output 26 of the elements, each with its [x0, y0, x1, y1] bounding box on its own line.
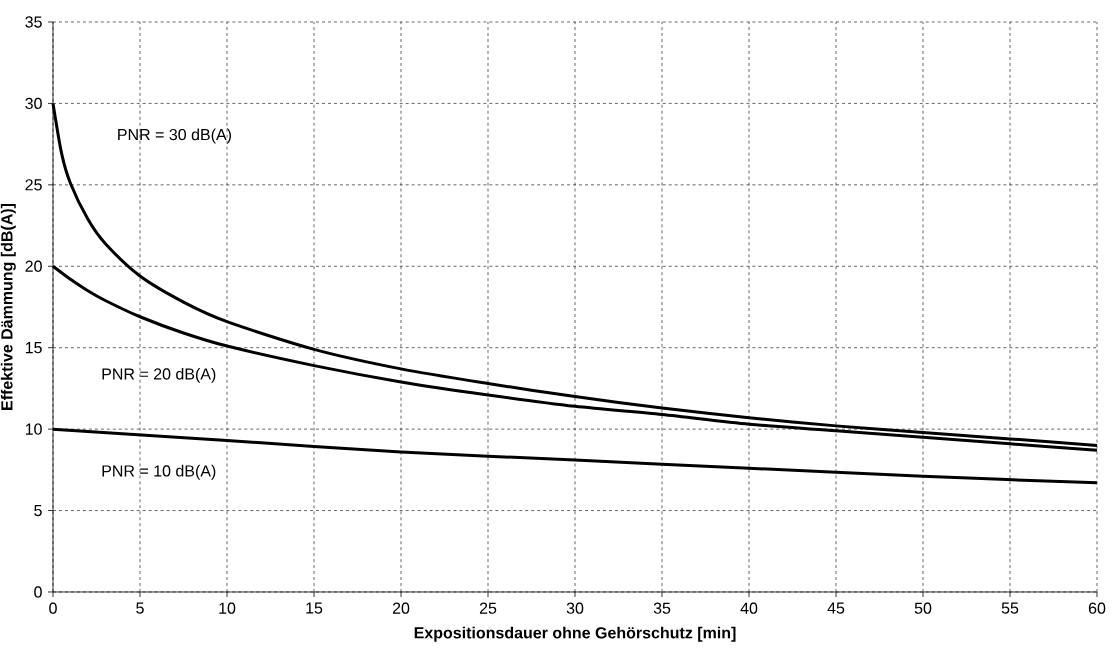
annotation: PNR = 20 dB(A) [102, 367, 216, 383]
annotation: PNR = 30 dB(A) [118, 128, 231, 144]
y-tick-label: 25 [25, 179, 42, 191]
x-tick-label: 55 [1001, 602, 1019, 614]
y-tick-label: 30 [25, 97, 42, 110]
x-tick-label: 50 [914, 602, 932, 614]
annotation: PNR = 10 dB(A) [102, 464, 216, 480]
y-tick-label: 0 [34, 586, 42, 598]
y-tick-label: 35 [25, 16, 42, 28]
x-tick-label: 35 [653, 602, 671, 614]
x-tick-label: 60 [1088, 602, 1106, 614]
x-tick-label: 5 [136, 602, 144, 614]
y-tick-label: 20 [25, 260, 42, 272]
y-tick-label: 10 [25, 423, 42, 435]
x-tick-label: 30 [566, 602, 584, 614]
x-tick-label: 0 [49, 602, 57, 614]
x-tick-label: 40 [740, 602, 758, 614]
x-tick-label: 15 [306, 602, 323, 614]
x-tick-label: 10 [219, 602, 236, 614]
x-tick-label: 25 [479, 602, 497, 614]
x-tick-label: 20 [392, 602, 410, 614]
y-tick-label: 15 [25, 342, 42, 354]
y-tick-label: 5 [34, 504, 42, 517]
x-tick-label: 45 [827, 602, 845, 614]
x-axis-title: Expositionsdauer ohne Gehörschutz [min] [414, 626, 736, 642]
y-axis-title: Effektive Dämmung [dB(A)] [0, 203, 16, 410]
